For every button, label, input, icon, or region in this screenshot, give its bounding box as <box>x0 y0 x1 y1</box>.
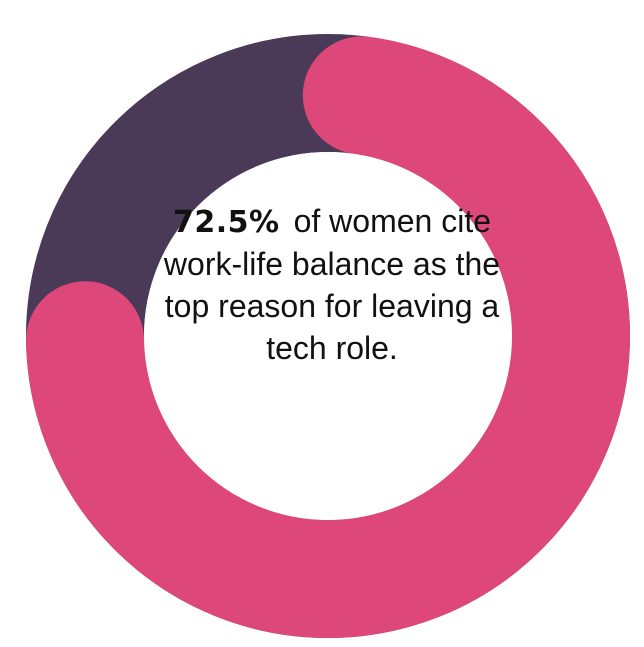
percentage-value: 72.5% <box>173 205 280 240</box>
donut-slices <box>26 36 630 638</box>
donut-center-label: 72.5% of women cite work-life balance as … <box>162 200 502 369</box>
donut-slice-highlight <box>26 36 630 638</box>
statement-text: of women cite work-life balance as the t… <box>163 203 501 367</box>
donut-center-hole <box>144 152 512 520</box>
